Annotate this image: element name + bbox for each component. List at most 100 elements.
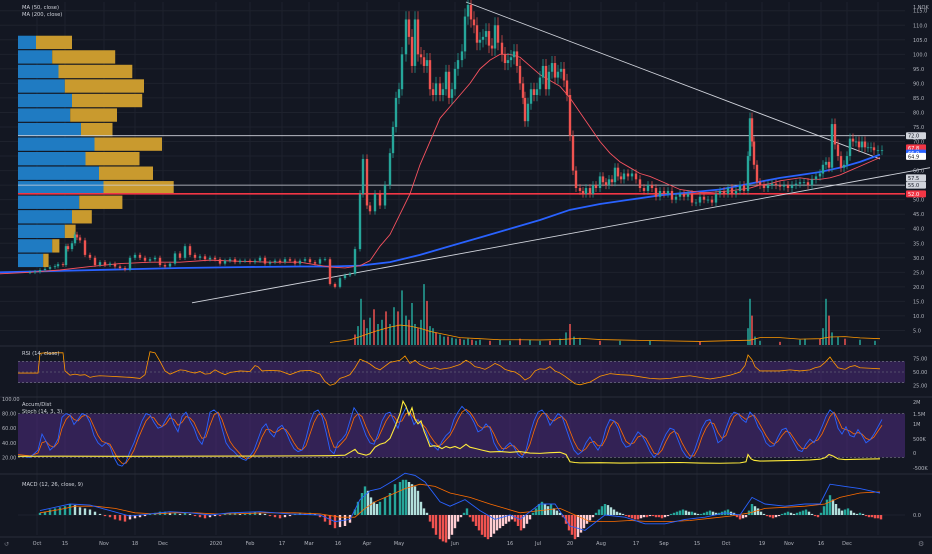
candle-body[interactable] (842, 164, 846, 168)
candle-body[interactable] (188, 246, 192, 255)
candle-body[interactable] (441, 89, 445, 96)
candle-body[interactable] (854, 141, 858, 143)
candle-body[interactable] (738, 185, 742, 191)
candle-body[interactable] (43, 268, 47, 271)
candle-body[interactable] (626, 173, 630, 177)
candle-body[interactable] (845, 156, 849, 165)
candle-body[interactable] (407, 19, 411, 37)
candle-body[interactable] (163, 265, 167, 267)
candle-body[interactable] (726, 188, 730, 194)
candle-body[interactable] (750, 118, 754, 142)
candle-body[interactable] (78, 237, 82, 241)
candle-body[interactable] (619, 176, 623, 180)
candle-body[interactable] (397, 89, 401, 98)
candle-body[interactable] (584, 188, 588, 194)
candle-body[interactable] (431, 89, 435, 96)
candle-body[interactable] (469, 4, 473, 20)
candle-body[interactable] (682, 193, 686, 197)
candle-body[interactable] (323, 259, 327, 261)
candle-body[interactable] (118, 266, 122, 268)
candle-body[interactable] (734, 190, 738, 194)
candle-body[interactable] (518, 65, 522, 84)
candle-body[interactable] (238, 260, 242, 263)
candle-body[interactable] (500, 42, 504, 55)
candle-body[interactable] (61, 264, 65, 266)
candle-body[interactable] (766, 185, 770, 189)
candle-body[interactable] (243, 260, 247, 262)
candle-body[interactable] (113, 263, 117, 267)
candle-body[interactable] (503, 54, 507, 64)
rsi-panel[interactable]: RSI (14, close) (18, 351, 905, 386)
candle-body[interactable] (690, 193, 694, 203)
candle-body[interactable] (460, 51, 464, 61)
candle-body[interactable] (702, 196, 706, 200)
candle-body[interactable] (616, 167, 620, 177)
candle-body[interactable] (198, 256, 202, 258)
candle-body[interactable] (581, 190, 585, 194)
candle-body[interactable] (762, 185, 766, 189)
candle-body[interactable] (53, 266, 57, 268)
trendline[interactable] (465, 1, 881, 160)
candle-body[interactable] (56, 264, 60, 267)
candle-body[interactable] (64, 246, 68, 266)
candle-body[interactable] (400, 54, 404, 90)
rsi-line[interactable] (18, 351, 881, 386)
candle-body[interactable] (634, 173, 638, 180)
candle-body[interactable] (303, 259, 307, 261)
candle-body[interactable] (598, 176, 602, 189)
candle-body[interactable] (388, 153, 392, 186)
candle-body[interactable] (523, 97, 527, 122)
candle-body[interactable] (481, 36, 485, 40)
candle-body[interactable] (108, 263, 112, 266)
candle-body[interactable] (630, 173, 634, 177)
candle-body[interactable] (860, 141, 864, 148)
candle-body[interactable] (578, 188, 582, 191)
candle-body[interactable] (662, 190, 666, 194)
candle-body[interactable] (73, 234, 77, 244)
candle-body[interactable] (706, 199, 710, 201)
candle-body[interactable] (248, 260, 252, 263)
candle-body[interactable] (786, 185, 790, 189)
candle-body[interactable] (547, 71, 551, 90)
candle-body[interactable] (453, 68, 457, 90)
candle-body[interactable] (604, 182, 608, 186)
candle-body[interactable] (821, 164, 825, 174)
candle-body[interactable] (447, 71, 451, 98)
price-panel[interactable]: MA (50, close)MA (200, close) (0, 0, 931, 345)
candle-body[interactable] (475, 25, 479, 43)
candle-body[interactable] (654, 188, 658, 197)
candle-body[interactable] (338, 278, 342, 287)
candle-body[interactable] (133, 254, 137, 258)
candle-body[interactable] (638, 179, 642, 189)
candle-body[interactable] (642, 188, 646, 191)
candle-body[interactable] (535, 89, 539, 96)
candle-body[interactable] (28, 272, 32, 274)
stoch-k-line[interactable] (17, 405, 883, 467)
candle-body[interactable] (98, 262, 102, 266)
candle-body[interactable] (730, 188, 734, 194)
candle-body[interactable] (278, 260, 282, 263)
candle-body[interactable] (298, 260, 302, 264)
candle-body[interactable] (223, 260, 227, 264)
candle-body[interactable] (778, 185, 782, 187)
candle-body[interactable] (556, 71, 560, 78)
candle-body[interactable] (66, 246, 70, 250)
candle-body[interactable] (613, 167, 617, 183)
candle-body[interactable] (293, 260, 297, 264)
candle-body[interactable] (833, 124, 837, 145)
candle-body[interactable] (718, 190, 722, 194)
candle-body[interactable] (308, 259, 312, 263)
candle-body[interactable] (830, 124, 834, 168)
candle-body[interactable] (790, 185, 794, 189)
candle-body[interactable] (532, 89, 536, 96)
candle-body[interactable] (313, 262, 317, 264)
candle-body[interactable] (571, 135, 575, 171)
candle-body[interactable] (509, 57, 513, 61)
candle-body[interactable] (48, 267, 52, 269)
candle-body[interactable] (562, 68, 566, 81)
candle-body[interactable] (670, 190, 674, 200)
candle-body[interactable] (559, 68, 563, 72)
candle-body[interactable] (490, 45, 494, 49)
candle-body[interactable] (574, 170, 578, 189)
candle-body[interactable] (863, 141, 867, 148)
